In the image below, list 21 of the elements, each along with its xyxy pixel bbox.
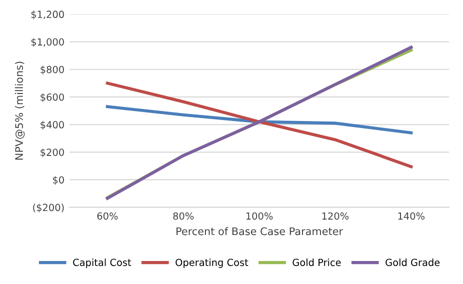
y-tick-label: $800 (40, 66, 64, 74)
legend-label: Gold Price (292, 258, 341, 266)
y-axis-title: NPV@5% (millions) (14, 62, 25, 160)
line-series (106, 105, 413, 134)
y-tick-label: $600 (40, 93, 64, 102)
x-axis-title: Percent of Base Case Parameter (176, 227, 344, 236)
y-tick-label: $1,000 (31, 38, 64, 47)
line-series (106, 82, 413, 168)
legend-label: Capital Cost (73, 258, 132, 268)
y-tick-label: $400 (40, 120, 64, 130)
x-tick-label: 80% (173, 212, 194, 220)
y-tick-label: $0 (53, 176, 64, 185)
x-tick-label: 140% (398, 212, 425, 220)
y-tick-label: $1,200 (31, 10, 64, 20)
legend-label: Gold Grade (386, 258, 440, 266)
y-tick-label: ($200) (33, 204, 64, 212)
legend-label: Operating Cost (176, 258, 248, 268)
x-tick-label: 100% (246, 212, 273, 220)
y-tick-label: $200 (40, 148, 64, 158)
x-tick-label: 120% (322, 212, 349, 220)
x-tick-label: 60% (97, 212, 118, 220)
